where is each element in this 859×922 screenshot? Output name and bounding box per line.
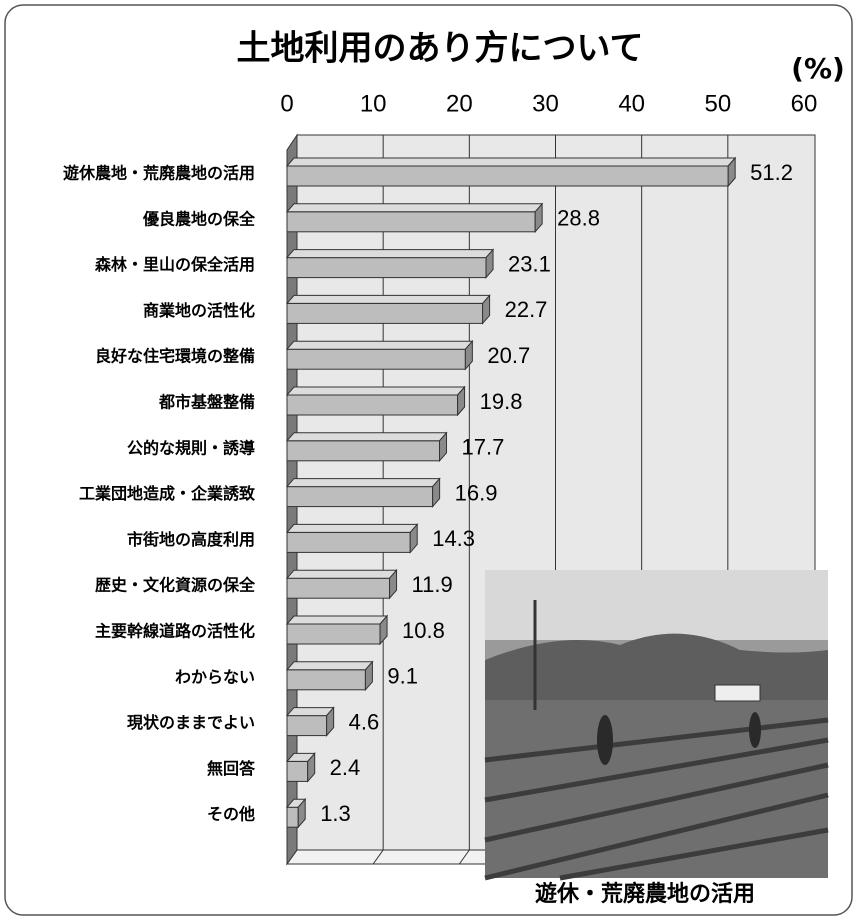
bar-top [287,662,372,670]
bar-top [287,158,735,166]
value-label: 17.7 [462,435,505,460]
bar-top [287,479,440,487]
photo-person [597,715,613,765]
bar-top [287,616,387,624]
value-label: 14.3 [432,526,475,551]
x-tick-label: 10 [360,90,387,117]
x-tick-label: 20 [446,90,473,117]
value-label: 23.1 [508,251,551,276]
value-label: 10.8 [402,618,445,643]
bar [287,532,410,552]
unit-label: (%) [791,52,845,85]
bar [287,807,298,827]
value-label: 11.9 [412,572,453,597]
y-tick-label: その他 [207,805,255,824]
y-tick-label: 森林・里山の保全活用 [95,255,255,274]
bar [287,670,365,690]
y-tick-label: わからない [175,667,255,686]
bar [287,578,390,598]
bar [287,349,465,369]
bar [287,441,440,461]
bar-top [287,524,417,532]
y-tick-label: 市街地の高度利用 [127,530,255,549]
bar-top [287,387,465,395]
value-label: 2.4 [330,755,361,780]
x-tick-label: 60 [791,90,818,117]
value-label: 19.8 [480,389,523,414]
x-tick-label: 50 [704,90,731,117]
y-tick-label: 現状のままでよい [127,713,255,732]
value-label: 16.9 [455,480,498,505]
x-tick-label: 40 [618,90,645,117]
bar-top [287,295,490,303]
y-tick-label: 良好な住宅環境の整備 [95,347,255,366]
y-tick-label: 公的な規則・誘導 [127,438,255,457]
value-label: 22.7 [505,297,548,322]
y-tick-label: 主要幹線道路の活性化 [95,622,255,641]
bar [287,716,327,736]
chart: 土地利用のあり方について (%) 0 10 20 30 40 50 60 遊休農地・荒廃農地の… [0,0,859,922]
x-tick-label: 30 [532,90,559,117]
bar [287,624,380,644]
photo [485,570,828,878]
value-label: 4.6 [349,709,380,734]
bar [287,303,483,323]
bar [287,761,308,781]
y-tick-label: 工業団地造成・企業誘致 [79,484,256,503]
bar-top [287,708,334,716]
value-label: 20.7 [487,343,530,368]
y-tick-label: 歴史・文化資源の保全 [95,576,256,595]
bar [287,258,486,278]
value-label: 9.1 [387,664,418,689]
bar [287,166,728,186]
value-label: 28.8 [557,206,600,231]
y-tick-label: 都市基盤整備 [158,393,255,412]
bar-top [287,204,542,212]
photo-person [749,712,761,748]
bar-top [287,250,493,258]
value-label: 51.2 [750,160,793,185]
value-label: 1.3 [320,801,351,826]
chart-title: 土地利用のあり方について [237,29,644,69]
photo-caption: 遊休・荒廃農地の活用 [535,881,755,907]
bar [287,487,433,507]
photo-sign [715,685,760,701]
bar-top [287,341,472,349]
y-tick-label: 遊休農地・荒廃農地の活用 [63,164,255,183]
y-tick-label: 商業地の活性化 [143,301,255,320]
bar-top [287,433,447,441]
bar [287,212,535,232]
y-tick-label: 無回答 [207,759,256,778]
x-tick-label: 0 [280,90,293,117]
y-tick-label: 優良農地の保全 [142,209,256,228]
bar [287,395,458,415]
bar-top [287,570,397,578]
